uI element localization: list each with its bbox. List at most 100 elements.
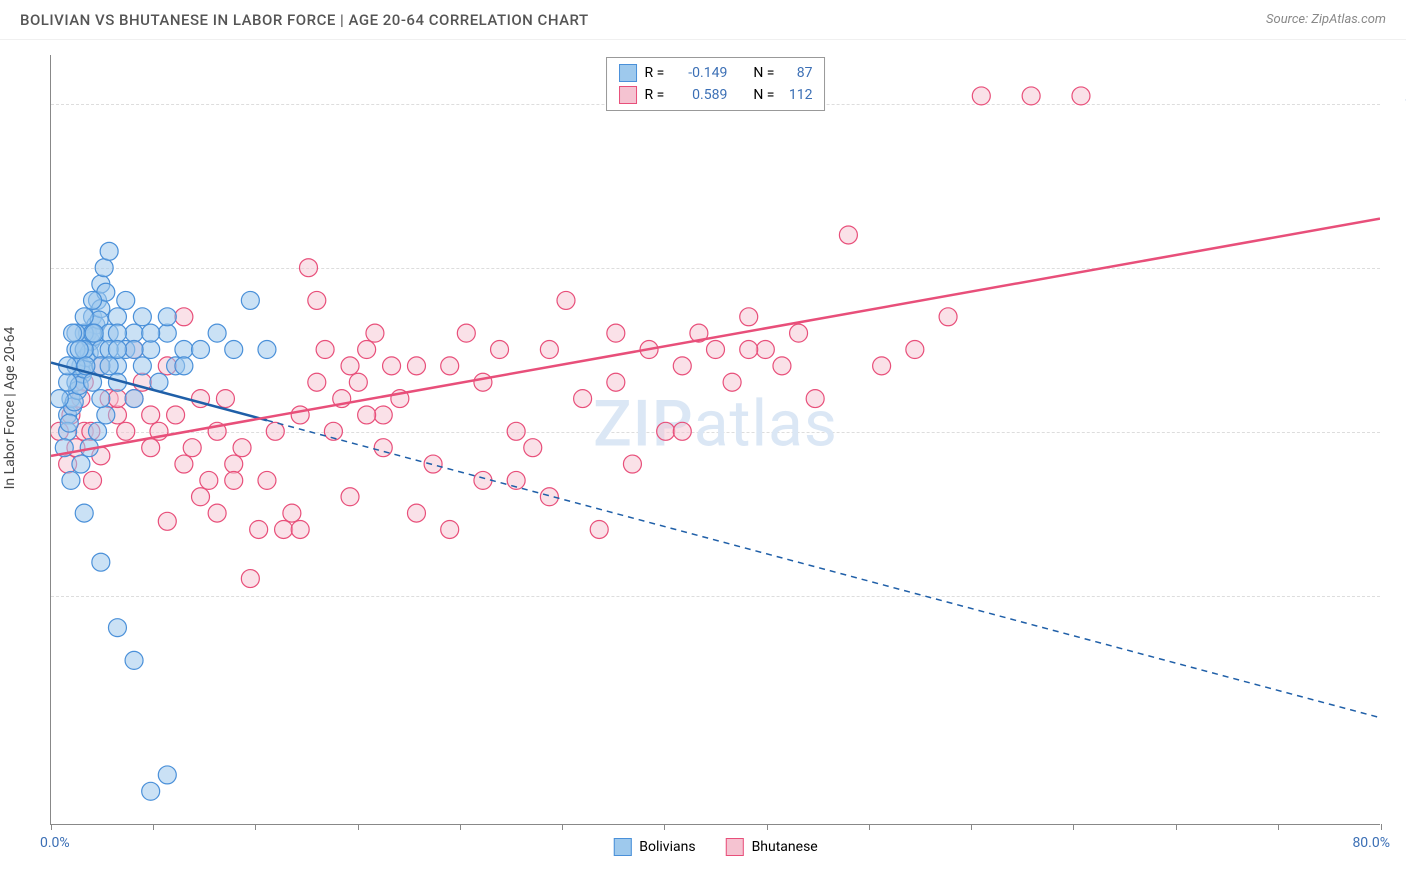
data-point-bhutanese: [474, 373, 492, 391]
data-point-bolivians: [125, 341, 143, 359]
data-point-bolivians: [142, 341, 160, 359]
data-point-bhutanese: [349, 373, 367, 391]
data-point-bhutanese: [358, 406, 376, 424]
data-point-bolivians: [241, 291, 259, 309]
data-point-bhutanese: [142, 406, 160, 424]
data-point-bhutanese: [457, 324, 475, 342]
data-point-bhutanese: [740, 341, 758, 359]
data-point-bolivians: [108, 619, 126, 637]
y-tick-label: 80.0%: [1390, 424, 1406, 440]
data-point-bhutanese: [175, 308, 193, 326]
data-point-bhutanese: [607, 324, 625, 342]
data-point-bhutanese: [507, 422, 525, 440]
data-point-bhutanese: [441, 521, 459, 539]
data-point-bhutanese: [790, 324, 808, 342]
y-tick-label: 100.0%: [1390, 96, 1406, 112]
x-tick: [460, 824, 461, 830]
data-point-bhutanese: [673, 422, 691, 440]
data-point-bhutanese: [142, 439, 160, 457]
x-tick: [971, 824, 972, 830]
data-point-bhutanese: [424, 455, 442, 473]
x-tick: [1278, 824, 1279, 830]
data-point-bolivians: [108, 308, 126, 326]
data-point-bhutanese: [208, 504, 226, 522]
data-point-bolivians: [72, 455, 90, 473]
data-point-bhutanese: [308, 373, 326, 391]
chart-title: BOLIVIAN VS BHUTANESE IN LABOR FORCE | A…: [20, 11, 589, 29]
data-point-bhutanese: [673, 357, 691, 375]
data-point-bolivians: [133, 357, 151, 375]
data-point-bolivians: [70, 341, 88, 359]
data-point-bolivians: [108, 341, 126, 359]
data-point-bhutanese: [308, 291, 326, 309]
data-point-bolivians: [117, 291, 135, 309]
r-label: R =: [645, 65, 665, 81]
r-label: R =: [645, 87, 665, 103]
data-point-bolivians: [133, 308, 151, 326]
x-tick: [664, 824, 665, 830]
data-point-bolivians: [158, 766, 176, 784]
y-axis-title: In Labor Force | Age 20-64: [2, 327, 18, 490]
x-tick: [153, 824, 154, 830]
data-point-bhutanese: [773, 357, 791, 375]
data-point-bhutanese: [241, 570, 259, 588]
data-point-bolivians: [175, 341, 193, 359]
data-point-bhutanese: [291, 406, 309, 424]
chart-container: BOLIVIAN VS BHUTANESE IN LABOR FORCE | A…: [0, 0, 1406, 892]
legend-row-bhutanese: R = 0.589 N = 112: [619, 84, 813, 106]
data-point-bhutanese: [491, 341, 509, 359]
data-point-bhutanese: [906, 341, 924, 359]
data-point-bhutanese: [358, 341, 376, 359]
data-point-bhutanese: [233, 439, 251, 457]
data-point-bhutanese: [972, 87, 990, 105]
data-point-bhutanese: [192, 488, 210, 506]
x-tick: [1176, 824, 1177, 830]
data-point-bolivians: [75, 504, 93, 522]
data-point-bolivians: [208, 324, 226, 342]
bolivians-swatch-icon: [619, 64, 637, 82]
data-point-bolivians: [62, 471, 80, 489]
data-point-bolivians: [60, 414, 78, 432]
x-min-label: 0.0%: [40, 835, 70, 851]
data-point-bhutanese: [316, 341, 334, 359]
data-point-bhutanese: [524, 439, 542, 457]
x-tick: [51, 824, 52, 830]
data-point-bhutanese: [258, 471, 276, 489]
data-point-bolivians: [92, 553, 110, 571]
data-point-bolivians: [100, 357, 118, 375]
data-point-bhutanese: [607, 373, 625, 391]
data-point-bhutanese: [225, 455, 243, 473]
n-value-bolivians: 87: [782, 65, 812, 81]
data-point-bhutanese: [740, 308, 758, 326]
data-point-bhutanese: [175, 455, 193, 473]
data-point-bhutanese: [167, 406, 185, 424]
r-value-bolivians: -0.149: [672, 65, 727, 81]
data-point-bolivians: [125, 651, 143, 669]
data-point-bolivians: [92, 390, 110, 408]
data-point-bhutanese: [873, 357, 891, 375]
n-label: N =: [753, 65, 774, 81]
x-tick: [1381, 824, 1382, 830]
data-point-bhutanese: [540, 341, 558, 359]
data-point-bhutanese: [283, 504, 301, 522]
data-point-bhutanese: [474, 471, 492, 489]
y-tick-label: 70.0%: [1390, 588, 1406, 604]
data-point-bolivians: [142, 782, 160, 800]
data-point-bhutanese: [216, 390, 234, 408]
x-tick: [358, 824, 359, 830]
data-point-bolivians: [59, 373, 77, 391]
data-point-bhutanese: [657, 422, 675, 440]
data-point-bhutanese: [341, 488, 359, 506]
data-point-bhutanese: [441, 357, 459, 375]
data-point-bhutanese: [341, 357, 359, 375]
x-tick: [255, 824, 256, 830]
x-tick: [869, 824, 870, 830]
data-point-bolivians: [97, 406, 115, 424]
data-point-bolivians: [64, 324, 82, 342]
data-point-bhutanese: [407, 504, 425, 522]
chart-svg: [51, 55, 1380, 824]
n-value-bhutanese: 112: [782, 87, 812, 103]
r-value-bhutanese: 0.589: [672, 87, 727, 103]
data-point-bolivians: [51, 390, 68, 408]
data-point-bhutanese: [1022, 87, 1040, 105]
